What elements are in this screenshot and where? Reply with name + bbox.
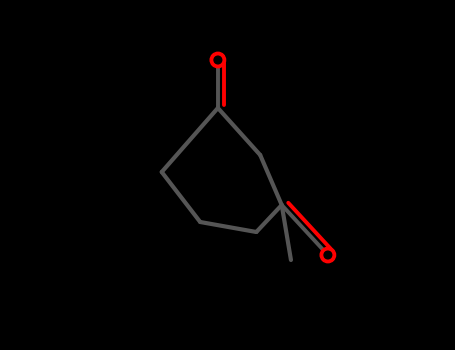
Circle shape [210,52,226,68]
Circle shape [324,251,332,259]
Circle shape [214,56,222,64]
Circle shape [320,247,336,263]
